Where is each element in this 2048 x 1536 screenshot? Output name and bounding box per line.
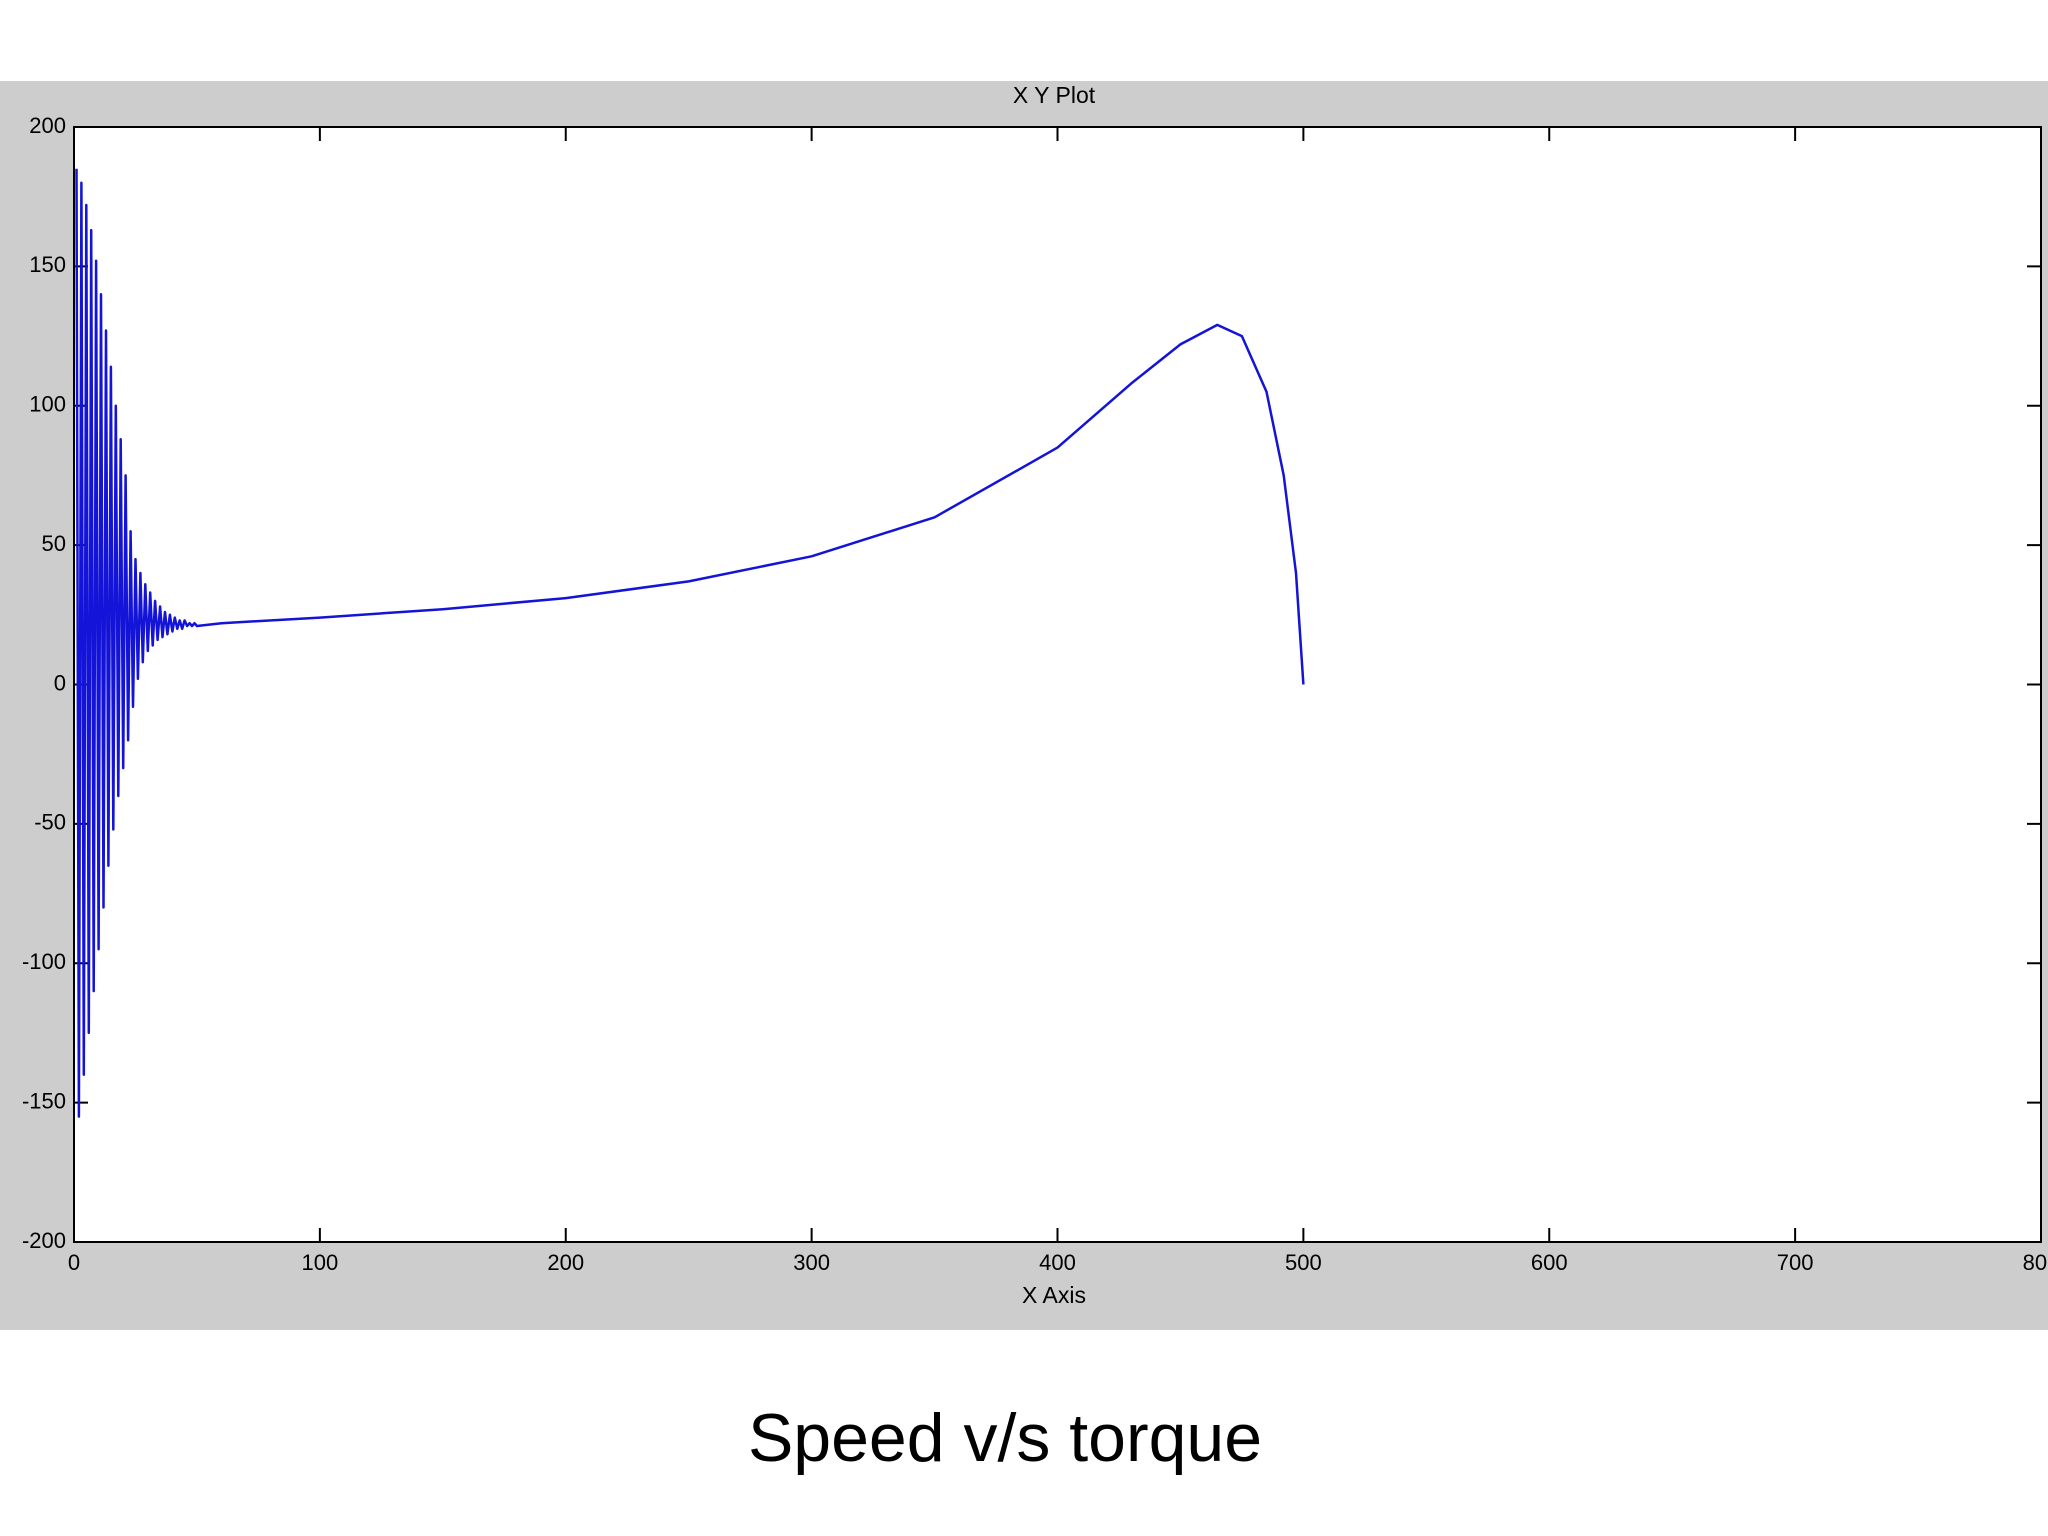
x-tick-label: 0 xyxy=(68,1250,80,1275)
x-tick-label: 800 xyxy=(2023,1250,2048,1275)
caption: Speed v/s torque xyxy=(748,1400,1262,1476)
y-tick-label: 150 xyxy=(29,252,66,277)
y-tick-label: 200 xyxy=(29,113,66,138)
x-tick-label: 600 xyxy=(1531,1250,1568,1275)
y-tick-label: 50 xyxy=(42,531,66,556)
x-tick-label: 400 xyxy=(1039,1250,1076,1275)
y-tick-label: -50 xyxy=(34,810,66,835)
y-tick-label: -150 xyxy=(22,1088,66,1113)
x-tick-label: 100 xyxy=(302,1250,339,1275)
x-tick-label: 500 xyxy=(1285,1250,1322,1275)
y-tick-label: 0 xyxy=(54,670,66,695)
plot-area xyxy=(73,126,2042,1243)
x-tick-label: 200 xyxy=(547,1250,584,1275)
x-axis-label: X Axis xyxy=(1022,1282,1086,1308)
y-tick-label: -200 xyxy=(22,1228,66,1253)
y-tick-label: -100 xyxy=(22,949,66,974)
chart-title: X Y Plot xyxy=(1013,82,1096,108)
x-tick-label: 700 xyxy=(1777,1250,1814,1275)
y-tick-label: 100 xyxy=(29,392,66,417)
data-line xyxy=(75,168,1305,1118)
x-tick-label: 300 xyxy=(793,1250,830,1275)
